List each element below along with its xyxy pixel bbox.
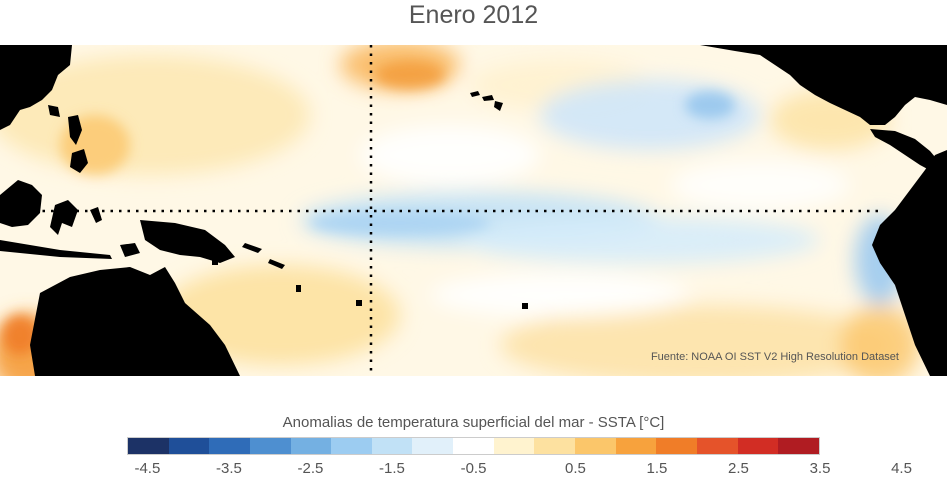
colorbar-tick-label: 3.5 xyxy=(809,460,831,477)
hawaii xyxy=(470,91,480,97)
data-source-note: Fuente: NOAA OI SST V2 High Resolution D… xyxy=(650,351,899,363)
colorbar-bin xyxy=(737,438,779,454)
colorbar-bin xyxy=(371,438,413,454)
colorbar-bin xyxy=(534,438,576,454)
colorbar-tick-label: -4.5 xyxy=(134,460,161,477)
central-america xyxy=(795,61,825,77)
warm-anomaly xyxy=(840,305,920,376)
land xyxy=(0,45,947,376)
colorbar-bin xyxy=(128,438,169,454)
colorbar-bin xyxy=(290,438,332,454)
colorbar-tick-label: 2.5 xyxy=(728,460,749,477)
cool-anomaly xyxy=(460,216,820,264)
neutral-zone xyxy=(360,125,540,185)
warm-anomaly xyxy=(500,305,900,376)
maritime-continent xyxy=(120,243,140,257)
colorbar-bin xyxy=(168,438,210,454)
colorbar xyxy=(127,437,820,455)
island xyxy=(242,243,262,253)
colorbar-tick-label: 1.5 xyxy=(646,460,668,477)
central-america xyxy=(860,93,892,107)
colorbar-tick-label: -1.5 xyxy=(379,460,405,477)
colorbar-bin xyxy=(331,438,372,454)
island xyxy=(212,257,218,265)
cool-anomaly xyxy=(685,91,735,119)
philippines xyxy=(70,149,88,173)
colorbar-bin xyxy=(412,438,454,454)
hawaii xyxy=(494,101,503,111)
maritime-continent xyxy=(90,207,102,223)
reference-lines xyxy=(0,45,880,376)
neutral-zone xyxy=(670,160,850,210)
colorbar-ticks: -4.5 -3.5 -2.5 -1.5 -0.5 0.5 1.5 2.5 3.5 4.5 xyxy=(127,460,912,480)
australia xyxy=(30,267,240,376)
colorbar-bin xyxy=(209,438,250,454)
colorbar-tick-label: 4.5 xyxy=(891,460,912,477)
colorbar-bin xyxy=(696,438,738,454)
colorbar-tick-label: -2.5 xyxy=(297,460,324,477)
colorbar-tick-label: 0.5 xyxy=(564,460,586,477)
colorbar-tick-label: -0.5 xyxy=(460,460,487,477)
island xyxy=(268,259,285,269)
central-america xyxy=(870,129,940,173)
colorbar-bin xyxy=(575,438,616,454)
island xyxy=(356,300,362,306)
colorbar-bin xyxy=(656,438,697,454)
philippines xyxy=(68,115,82,145)
new-guinea xyxy=(140,220,235,263)
colorbar-bin xyxy=(249,438,291,454)
colorbar-label: Anomalias de temperatura superficial del… xyxy=(282,414,665,431)
maritime-continent xyxy=(0,240,112,259)
island xyxy=(48,105,60,117)
asia-landmass xyxy=(0,45,72,130)
south-america xyxy=(872,150,947,376)
warm-anomaly xyxy=(375,61,445,89)
hawaii xyxy=(482,95,494,101)
maritime-continent xyxy=(50,200,78,235)
ssta-map xyxy=(0,45,947,376)
colorbar-bin xyxy=(493,438,535,454)
colorbar-bin xyxy=(453,438,494,454)
maritime-continent xyxy=(0,180,42,227)
neutral-zone xyxy=(430,273,690,317)
colorbar-bin xyxy=(778,438,819,454)
island xyxy=(296,285,301,292)
cool-anomaly xyxy=(310,211,490,235)
colorbar-tick-label: -3.5 xyxy=(215,460,242,477)
warm-anomaly xyxy=(2,315,38,355)
map-title: Enero 2012 xyxy=(408,1,539,29)
colorbar-bin xyxy=(615,438,657,454)
island xyxy=(522,303,528,309)
